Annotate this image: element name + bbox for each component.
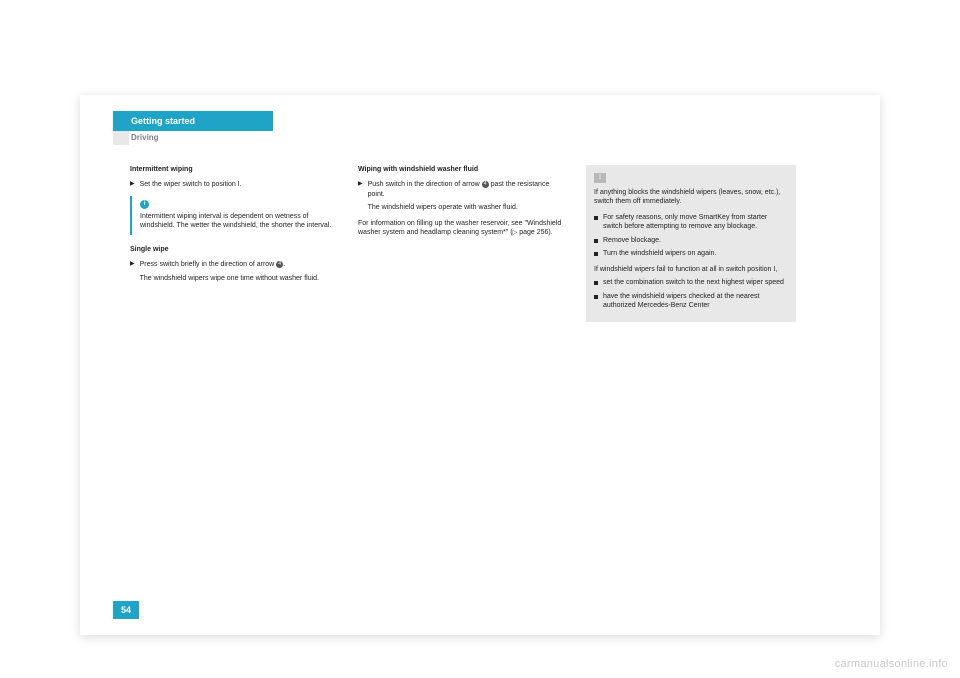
content-columns: Intermittent wiping ▶ Set the wiper swit… <box>130 165 830 322</box>
step-text-end: . <box>283 261 285 268</box>
note-item: Remove blockage. <box>594 236 788 245</box>
step-result: The windshield wipers operate with washe… <box>368 203 568 212</box>
note-intro: If anything blocks the windshield wipers… <box>594 188 788 207</box>
heading-intermittent: Intermittent wiping <box>130 165 340 174</box>
step-row: ▶ Press switch briefly in the direction … <box>130 260 340 283</box>
note-header-icon: ! <box>594 173 606 183</box>
heading-single-wipe: Single wipe <box>130 245 340 254</box>
triangle-bullet-icon: ▶ <box>358 180 363 212</box>
step-text: Push switch in the direction of arrow <box>368 181 480 188</box>
column-3: ! If anything blocks the windshield wipe… <box>586 165 796 322</box>
section-subtitle: Driving <box>113 131 273 145</box>
note-mid: If windshield wipers fail to function at… <box>594 265 788 274</box>
step-row: ▶ Set the wiper switch to position I. <box>130 180 340 189</box>
manual-page: Getting started Driving Intermittent wip… <box>80 95 880 635</box>
info-text: Intermittent wiping interval is dependen… <box>140 212 334 231</box>
square-bullet-icon <box>594 239 598 243</box>
step-text-group: Push switch in the direction of arrow 4 … <box>368 180 568 212</box>
watermark-text: carmanualsonline.info <box>835 658 948 670</box>
square-bullet-icon <box>594 252 598 256</box>
step-result: The windshield wipers wipe one time with… <box>140 274 319 283</box>
step-text: Press switch briefly in the direction of… <box>140 261 275 268</box>
triangle-bullet-icon: ▶ <box>130 180 135 189</box>
info-icon: i <box>140 200 149 209</box>
step-text-group: Press switch briefly in the direction of… <box>140 260 319 283</box>
square-bullet-icon <box>594 281 598 285</box>
note-item: For safety reasons, only move SmartKey f… <box>594 213 788 232</box>
step-row: ▶ Push switch in the direction of arrow … <box>358 180 568 212</box>
note-item-text: For safety reasons, only move SmartKey f… <box>603 213 788 232</box>
cross-reference-paragraph: For information on filling up the washer… <box>358 219 568 238</box>
column-1: Intermittent wiping ▶ Set the wiper swit… <box>130 165 340 322</box>
heading-washer-fluid: Wiping with windshield washer fluid <box>358 165 568 174</box>
square-bullet-icon <box>594 216 598 220</box>
reference-number-icon: 4 <box>482 181 489 188</box>
column-2: Wiping with windshield washer fluid ▶ Pu… <box>358 165 568 322</box>
note-item-text: have the windshield wipers checked at th… <box>603 292 788 311</box>
triangle-bullet-icon: ▶ <box>130 260 135 283</box>
note-item-text: Remove blockage. <box>603 236 661 245</box>
square-bullet-icon <box>594 295 598 299</box>
chapter-tab: Getting started <box>113 111 273 131</box>
note-item: Turn the windshield wipers on again. <box>594 249 788 258</box>
page-number: 54 <box>113 601 139 619</box>
info-callout: i Intermittent wiping interval is depend… <box>130 196 340 235</box>
chapter-title: Getting started <box>131 116 195 126</box>
note-item: have the windshield wipers checked at th… <box>594 292 788 311</box>
note-item-text: set the combination switch to the next h… <box>603 278 784 287</box>
note-item-text: Turn the windshield wipers on again. <box>603 249 716 258</box>
note-item: set the combination switch to the next h… <box>594 278 788 287</box>
triangle-ref-icon: ▷ <box>513 230 518 236</box>
crossref-end: ). <box>548 229 552 236</box>
crossref-page: page 256 <box>519 229 548 236</box>
step-text: Set the wiper switch to position I. <box>140 180 242 189</box>
warning-note: ! If anything blocks the windshield wipe… <box>586 165 796 322</box>
